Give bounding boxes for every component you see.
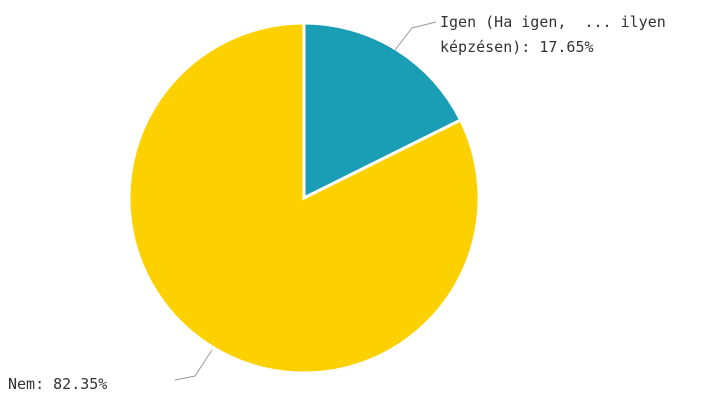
slice-label-igen-line1: Igen (Ha igen, ... ilyen [440,13,666,31]
pie-slice-nem [127,21,481,375]
slice-label-nem: Nem: 82.35% [8,375,107,393]
slice-label-igen-line2: képzésen): 17.65% [440,38,594,56]
leader-line-nem [174,349,213,381]
leader-lines [174,21,437,381]
leader-line-igen [394,21,437,51]
pie-slices [127,21,481,375]
